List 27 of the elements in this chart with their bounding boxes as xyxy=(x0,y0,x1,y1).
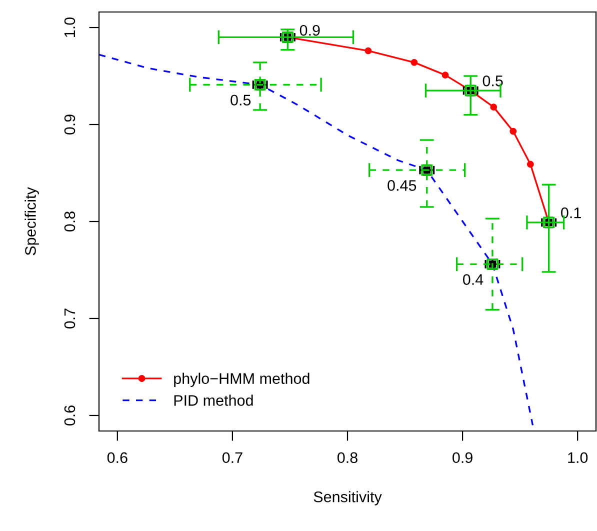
y-tick-label: 0.9 xyxy=(64,114,76,135)
point xyxy=(364,47,372,54)
annotation: 0.9 xyxy=(300,24,320,36)
x-tick-label: 1.0 xyxy=(568,452,588,464)
y-tick-label: 0.6 xyxy=(64,406,76,426)
legend-label: PID method xyxy=(174,394,253,406)
point xyxy=(526,160,534,168)
x-tick-label: 0.9 xyxy=(452,452,472,464)
x-axis-title: Sensitivity xyxy=(314,491,382,506)
point xyxy=(490,104,498,111)
point xyxy=(510,128,517,135)
y-tick-label: 0.8 xyxy=(64,212,76,232)
x-tick-label: 0.6 xyxy=(107,452,128,464)
annotation: 0.45 xyxy=(388,180,416,191)
annotation: 0.4 xyxy=(462,274,484,285)
annotation: 0.1 xyxy=(561,207,581,218)
line-series xyxy=(99,54,534,426)
annotation: 0.5 xyxy=(230,94,251,106)
point xyxy=(442,72,449,79)
y-tick-label: 1.0 xyxy=(64,17,76,37)
y-tick-label: 0.7 xyxy=(64,308,76,329)
x-tick-label: 0.7 xyxy=(222,452,242,464)
point xyxy=(410,58,418,66)
legend-label: phylo−HMM method xyxy=(174,372,310,387)
annotation: 0.5 xyxy=(482,76,503,86)
y-axis-title: Specificity xyxy=(24,187,39,256)
x-tick-label: 0.8 xyxy=(337,452,358,464)
